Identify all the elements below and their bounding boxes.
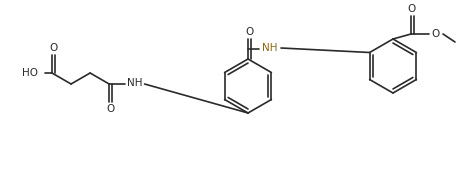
Text: O: O xyxy=(432,29,440,39)
Text: O: O xyxy=(49,43,57,53)
Text: O: O xyxy=(106,104,114,114)
Text: O: O xyxy=(408,4,416,14)
Text: HO: HO xyxy=(22,68,38,78)
Text: O: O xyxy=(245,27,253,37)
Text: NH: NH xyxy=(127,78,142,88)
Text: NH: NH xyxy=(262,43,278,53)
